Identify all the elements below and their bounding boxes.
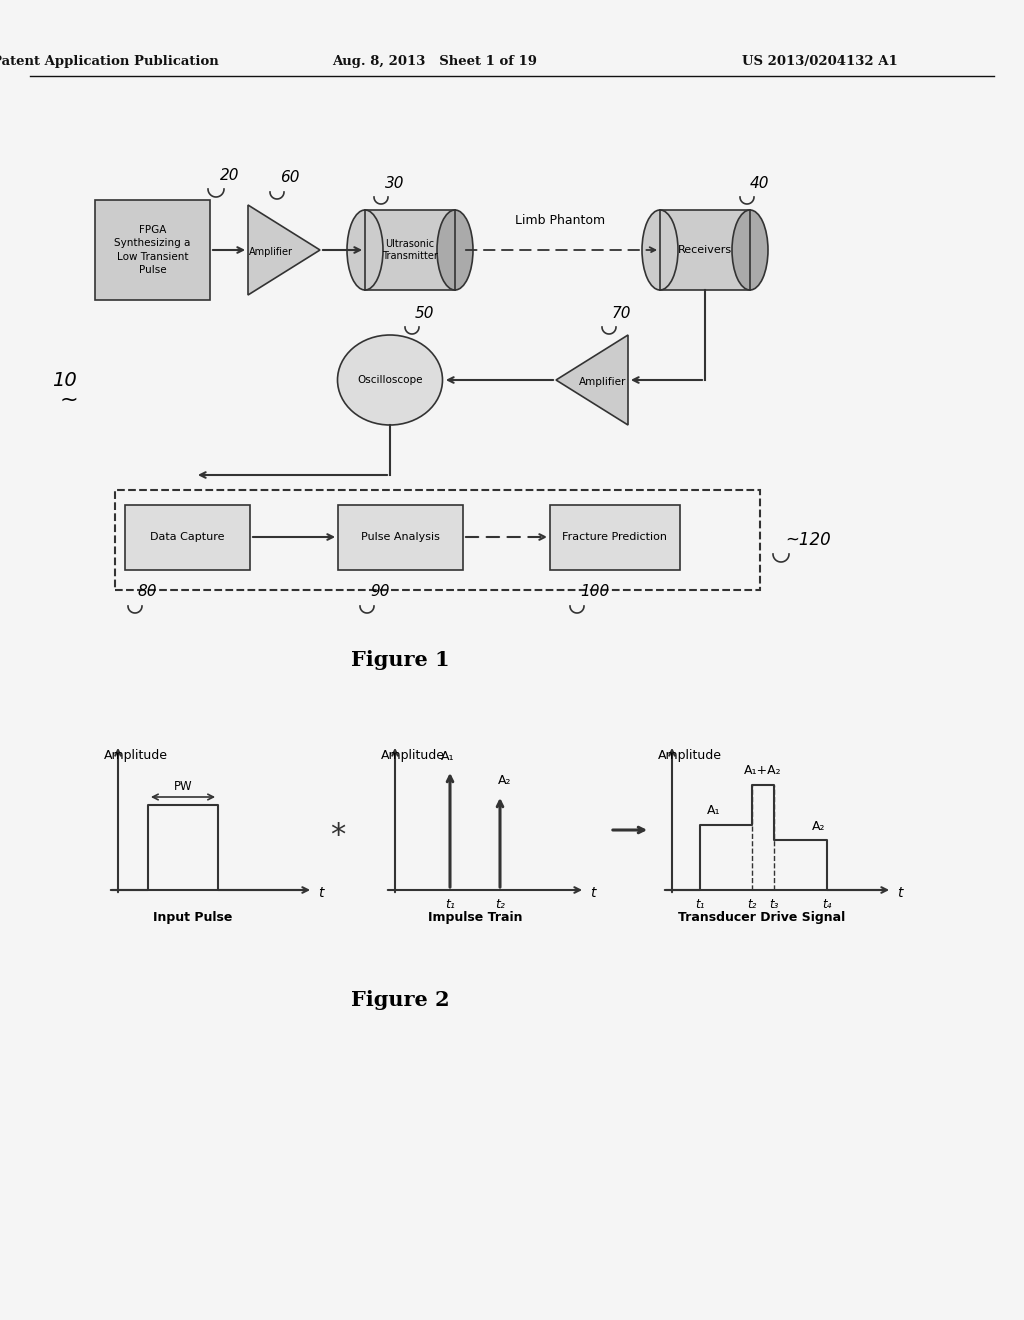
Text: 100: 100 bbox=[580, 585, 609, 599]
Text: Input Pulse: Input Pulse bbox=[154, 912, 232, 924]
Text: Pulse Analysis: Pulse Analysis bbox=[361, 532, 440, 543]
Text: Figure 1: Figure 1 bbox=[350, 649, 450, 671]
Ellipse shape bbox=[437, 210, 473, 290]
Text: t₂: t₂ bbox=[748, 899, 757, 912]
Text: A₁: A₁ bbox=[708, 804, 721, 817]
Text: t: t bbox=[590, 886, 596, 900]
Text: Ultrasonic
Transmitter: Ultrasonic Transmitter bbox=[382, 239, 438, 261]
Text: t₁: t₁ bbox=[695, 899, 705, 912]
Bar bbox=[365, 210, 455, 290]
Text: 40: 40 bbox=[750, 176, 769, 190]
Bar bbox=[125, 506, 250, 570]
Text: Receivers: Receivers bbox=[678, 246, 732, 255]
Text: t: t bbox=[318, 886, 324, 900]
Text: t: t bbox=[897, 886, 903, 900]
Polygon shape bbox=[248, 205, 319, 294]
Text: Amplitude: Amplitude bbox=[104, 748, 168, 762]
Ellipse shape bbox=[347, 210, 383, 290]
Text: t₂: t₂ bbox=[495, 899, 505, 912]
Text: A₂: A₂ bbox=[499, 775, 512, 788]
Text: Amplifier: Amplifier bbox=[249, 247, 293, 257]
Text: A₁+A₂: A₁+A₂ bbox=[744, 764, 781, 777]
Text: 60: 60 bbox=[280, 170, 299, 186]
Text: A₁: A₁ bbox=[441, 750, 455, 763]
Text: US 2013/0204132 A1: US 2013/0204132 A1 bbox=[742, 55, 898, 69]
Text: t₄: t₄ bbox=[822, 899, 831, 912]
Text: 20: 20 bbox=[220, 168, 240, 182]
Ellipse shape bbox=[732, 210, 768, 290]
Text: A₂: A₂ bbox=[812, 820, 825, 833]
Text: PW: PW bbox=[174, 780, 193, 793]
Text: t₁: t₁ bbox=[445, 899, 455, 912]
Text: Oscilloscope: Oscilloscope bbox=[357, 375, 423, 385]
Text: Amplifier: Amplifier bbox=[580, 378, 627, 387]
Text: 70: 70 bbox=[612, 305, 632, 321]
Text: 10: 10 bbox=[52, 371, 77, 389]
Text: ~120: ~120 bbox=[785, 531, 830, 549]
Text: Transducer Drive Signal: Transducer Drive Signal bbox=[678, 912, 846, 924]
Text: Data Capture: Data Capture bbox=[151, 532, 224, 543]
Text: t₃: t₃ bbox=[769, 899, 778, 912]
Text: 80: 80 bbox=[138, 585, 158, 599]
Text: 90: 90 bbox=[370, 585, 389, 599]
Text: Aug. 8, 2013   Sheet 1 of 19: Aug. 8, 2013 Sheet 1 of 19 bbox=[333, 55, 538, 69]
Ellipse shape bbox=[338, 335, 442, 425]
Text: ~: ~ bbox=[60, 389, 79, 411]
Text: Limb Phantom: Limb Phantom bbox=[515, 214, 605, 227]
Bar bbox=[338, 506, 463, 570]
Polygon shape bbox=[556, 335, 628, 425]
Text: Figure 2: Figure 2 bbox=[350, 990, 450, 1010]
Text: Amplitude: Amplitude bbox=[658, 748, 722, 762]
Text: *: * bbox=[331, 821, 346, 850]
Text: Amplitude: Amplitude bbox=[381, 748, 445, 762]
Text: FPGA
Synthesizing a
Low Transient
Pulse: FPGA Synthesizing a Low Transient Pulse bbox=[115, 226, 190, 275]
Text: 30: 30 bbox=[385, 176, 404, 190]
Bar bbox=[95, 201, 210, 300]
Text: 50: 50 bbox=[415, 305, 434, 321]
Bar bbox=[550, 506, 680, 570]
Ellipse shape bbox=[642, 210, 678, 290]
Text: Impulse Train: Impulse Train bbox=[428, 912, 522, 924]
Text: Fracture Prediction: Fracture Prediction bbox=[562, 532, 668, 543]
Bar bbox=[660, 210, 750, 290]
Text: Patent Application Publication: Patent Application Publication bbox=[0, 55, 218, 69]
